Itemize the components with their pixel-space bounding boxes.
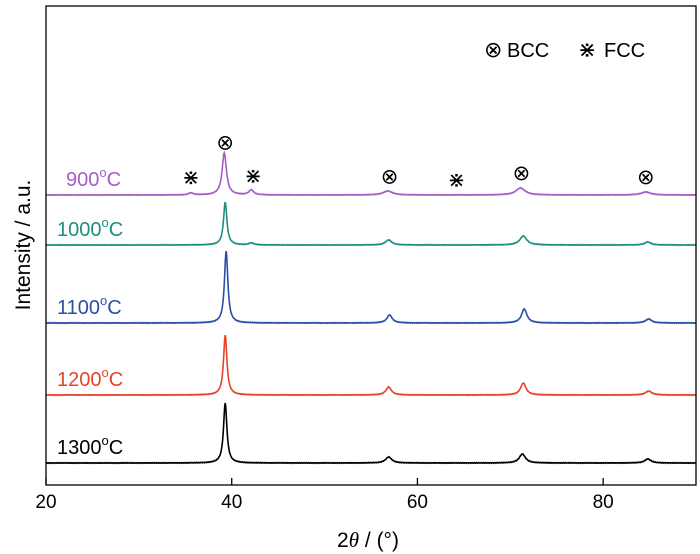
- peak-annotations: ⊗ ⋇ ⋇ ⊗ ⋇ ⊗ ⊗: [182, 132, 655, 192]
- series-label: 1000oC: [57, 215, 123, 241]
- series-label: 1100oC: [57, 293, 122, 319]
- fcc-peak-marker: ⋇: [244, 165, 262, 188]
- bcc-peak-marker: ⊗: [381, 165, 399, 188]
- series-line: [45, 250, 697, 325]
- bcc-peak-marker: ⊗: [637, 166, 655, 189]
- bcc-peak-marker: ⊗: [513, 162, 531, 185]
- legend-fcc-label: FCC: [604, 40, 645, 62]
- x-axis-ticks: 20 40 60 80: [35, 478, 614, 513]
- plot-frame: [45, 5, 697, 486]
- fcc-peak-marker: ⋇: [182, 167, 200, 190]
- series-line: [45, 150, 697, 197]
- x-axis-label-symbol: θ: [349, 528, 359, 552]
- x-axis-label: 2θ / (°): [337, 528, 399, 552]
- series-line: [45, 334, 697, 397]
- x-tick-label: 60: [407, 492, 428, 513]
- series-line: [45, 402, 697, 465]
- x-tick-label: 20: [35, 492, 56, 513]
- x-axis-label-suffix: / (°): [359, 529, 399, 552]
- y-axis-label: Intensity / a.u.: [12, 180, 35, 311]
- x-tick-label: 40: [221, 492, 242, 513]
- bcc-peak-marker: ⊗: [216, 132, 234, 155]
- series-line: [45, 201, 697, 247]
- legend: ⊗ BCC ⋇ FCC: [484, 37, 645, 62]
- legend-fcc-symbol: ⋇: [578, 37, 596, 62]
- series-label: 900oC: [66, 165, 121, 191]
- fcc-peak-marker: ⋇: [448, 169, 466, 192]
- series-label: 1200oC: [57, 365, 123, 391]
- series-label: 1300oC: [57, 433, 123, 459]
- legend-bcc-symbol: ⊗: [484, 37, 502, 62]
- x-tick-label: 80: [593, 492, 614, 513]
- series-traces: [45, 150, 697, 465]
- legend-bcc-label: BCC: [507, 40, 549, 62]
- x-axis-label-prefix: 2: [337, 529, 349, 552]
- series-labels: 1300oC 1200oC 1100oC 1000oC 900oC: [57, 165, 123, 459]
